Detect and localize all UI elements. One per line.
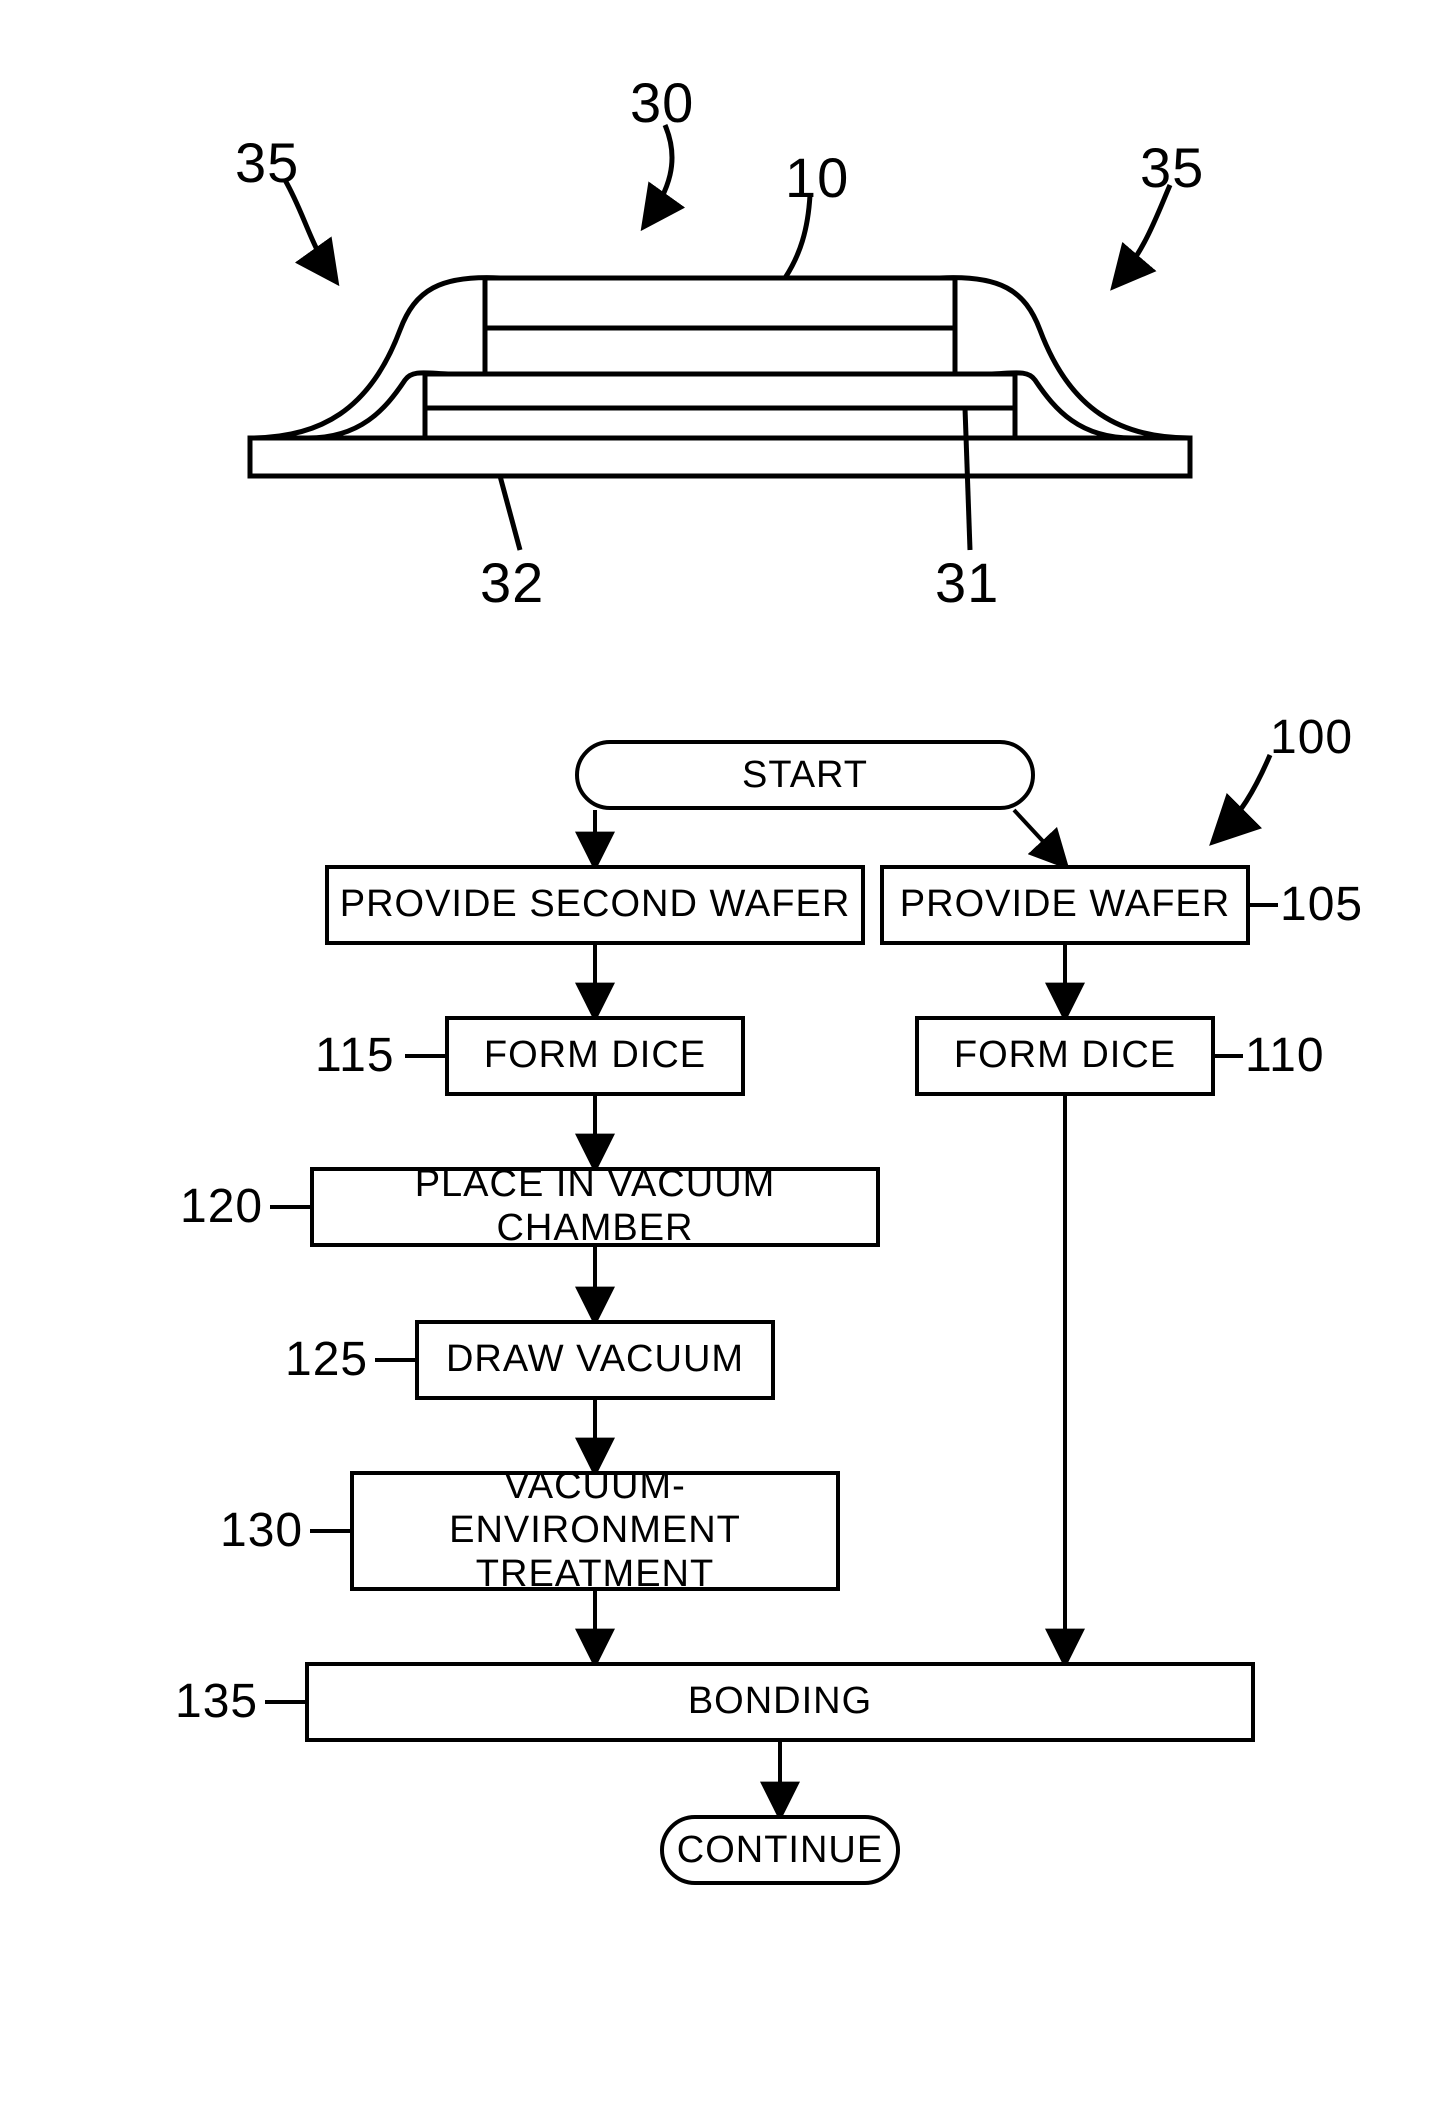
flow-node-start: START xyxy=(575,740,1035,810)
flow-edge-start-n105 xyxy=(1014,810,1065,865)
flow-node-n135: BONDING xyxy=(305,1662,1255,1742)
flow-label-130: 130 xyxy=(220,1503,303,1558)
flow-node-n110: FORM DICE xyxy=(915,1016,1215,1096)
cross-section-figure: 30 35 35 10 31 32 xyxy=(180,80,1260,640)
flow-node-n120: PLACE IN VACUUM CHAMBER xyxy=(310,1167,880,1247)
flow-label-105: 105 xyxy=(1280,877,1363,932)
label-35-left: 35 xyxy=(235,130,299,195)
flow-label-120: 120 xyxy=(180,1179,263,1234)
flow-node-continue: CONTINUE xyxy=(660,1815,900,1885)
flow-node-n107: PROVIDE SECOND WAFER xyxy=(325,865,865,945)
flow-node-n130: VACUUM-ENVIRONMENTTREATMENT xyxy=(350,1471,840,1591)
flow-node-n115: FORM DICE xyxy=(445,1016,745,1096)
cross-section-svg xyxy=(180,80,1260,640)
flow-node-n105: PROVIDE WAFER xyxy=(880,865,1250,945)
label-30: 30 xyxy=(630,70,694,135)
flow-label-125: 125 xyxy=(285,1332,368,1387)
flow-label-115: 115 xyxy=(315,1028,395,1083)
flow-label-135: 135 xyxy=(175,1674,258,1729)
label-31: 31 xyxy=(935,550,999,615)
label-32: 32 xyxy=(480,550,544,615)
label-100: 100 xyxy=(1270,710,1353,765)
label-10: 10 xyxy=(785,145,849,210)
flowchart: 100 STARTPROVIDE WAFER105FORM DICE110PRO… xyxy=(120,720,1320,2020)
flow-node-n125: DRAW VACUUM xyxy=(415,1320,775,1400)
label-35-right: 35 xyxy=(1140,135,1204,200)
flow-label-110: 110 xyxy=(1245,1028,1325,1083)
